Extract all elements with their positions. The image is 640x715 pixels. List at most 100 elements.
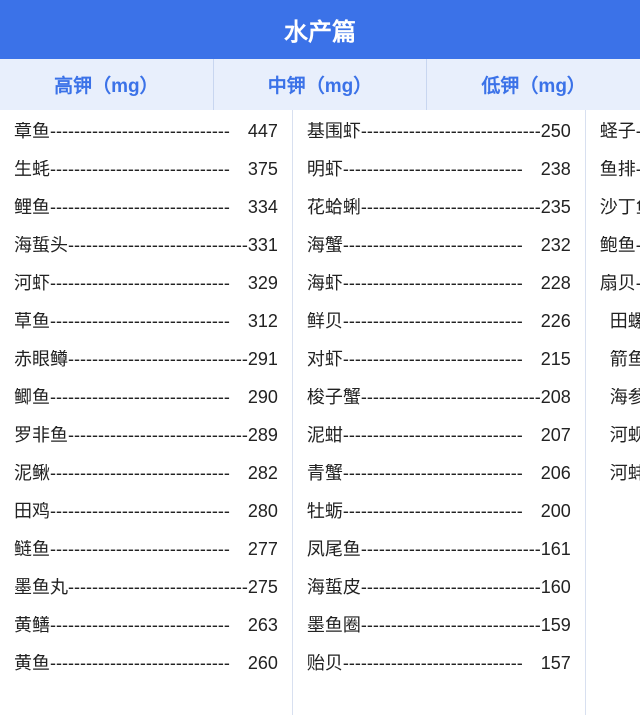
- table-body: 章鱼------------------------------447生蚝---…: [0, 110, 640, 715]
- item-value: 329: [248, 274, 278, 292]
- item-name: 基围虾: [307, 122, 361, 140]
- item-value: 447: [248, 122, 278, 140]
- list-item: 墨鱼丸------------------------------275: [14, 578, 278, 596]
- item-value: 282: [248, 464, 278, 482]
- column-mid: 基围虾------------------------------250明虾--…: [293, 110, 586, 715]
- leader-dashes: ------------------------------: [361, 122, 541, 140]
- list-item: 河蚬------------------------------25: [600, 426, 640, 444]
- item-value: 160: [541, 578, 571, 596]
- page-title: 水产篇: [0, 0, 640, 59]
- leader-dashes: ------------------------------: [68, 350, 248, 368]
- list-item: 泥鳅------------------------------282: [14, 464, 278, 482]
- item-name: 沙丁鱼: [600, 198, 640, 216]
- list-item: 扇贝------------------------------122: [600, 274, 640, 292]
- list-item: 明虾------------------------------238: [307, 160, 571, 178]
- item-value: 275: [248, 578, 278, 596]
- list-item: 黄鳝------------------------------263: [14, 616, 278, 634]
- list-item: 鲤鱼------------------------------334: [14, 198, 278, 216]
- item-name: 海参: [600, 388, 640, 406]
- item-name: 花蛤蜊: [307, 198, 361, 216]
- leader-dashes: ------------------------------: [50, 122, 248, 140]
- item-value: 208: [541, 388, 571, 406]
- item-name: 鲤鱼: [14, 198, 50, 216]
- item-value: 290: [248, 388, 278, 406]
- item-name: 海蜇头: [14, 236, 68, 254]
- leader-dashes: ------------------------------: [361, 616, 541, 634]
- item-value: 263: [248, 616, 278, 634]
- list-item: 海参------------------------------43: [600, 388, 640, 406]
- leader-dashes: ------------------------------: [50, 388, 248, 406]
- table-header-row: 高钾（mg） 中钾（mg） 低钾（mg）: [0, 59, 640, 110]
- leader-dashes: ------------------------------: [636, 160, 640, 178]
- leader-dashes: ------------------------------: [68, 578, 248, 596]
- item-name: 海蜇皮: [307, 578, 361, 596]
- item-value: 289: [248, 426, 278, 444]
- list-item: 生蚝------------------------------375: [14, 160, 278, 178]
- item-name: 赤眼鳟: [14, 350, 68, 368]
- item-name: 章鱼: [14, 122, 50, 140]
- item-value: 157: [541, 654, 571, 672]
- item-value: 277: [248, 540, 278, 558]
- list-item: 鲍鱼------------------------------136: [600, 236, 640, 254]
- leader-dashes: ------------------------------: [343, 274, 541, 292]
- list-item: 河虾------------------------------329: [14, 274, 278, 292]
- item-name: 箭鱼: [600, 350, 640, 368]
- item-name: 生蚝: [14, 160, 50, 178]
- list-item: 鲫鱼------------------------------290: [14, 388, 278, 406]
- leader-dashes: ------------------------------: [636, 122, 640, 140]
- item-name: 鲜贝: [307, 312, 343, 330]
- item-name: 梭子蟹: [307, 388, 361, 406]
- item-name: 河蚬: [600, 426, 640, 444]
- list-item: 草鱼------------------------------312: [14, 312, 278, 330]
- list-item: 基围虾------------------------------250: [307, 122, 571, 140]
- item-name: 泥蚶: [307, 426, 343, 444]
- item-name: 鲫鱼: [14, 388, 50, 406]
- item-value: 232: [541, 236, 571, 254]
- leader-dashes: ------------------------------: [343, 464, 541, 482]
- item-name: 蛏子: [600, 122, 636, 140]
- list-item: 梭子蟹------------------------------208: [307, 388, 571, 406]
- list-item: 黄鱼------------------------------260: [14, 654, 278, 672]
- list-item: 凤尾鱼------------------------------161: [307, 540, 571, 558]
- list-item: 海蜇头------------------------------331: [14, 236, 278, 254]
- item-name: 贻贝: [307, 654, 343, 672]
- item-name: 鱼排: [600, 160, 636, 178]
- list-item: 海虾------------------------------228: [307, 274, 571, 292]
- list-item: 赤眼鳟------------------------------291: [14, 350, 278, 368]
- list-item: 鲢鱼------------------------------277: [14, 540, 278, 558]
- leader-dashes: ------------------------------: [50, 198, 248, 216]
- item-name: 墨鱼圈: [307, 616, 361, 634]
- item-value: 312: [248, 312, 278, 330]
- list-item: 河蚌------------------------------17: [600, 464, 640, 482]
- item-value: 250: [541, 122, 571, 140]
- item-value: 200: [541, 502, 571, 520]
- leader-dashes: ------------------------------: [361, 578, 541, 596]
- leader-dashes: ------------------------------: [343, 160, 541, 178]
- list-item: 花蛤蜊------------------------------235: [307, 198, 571, 216]
- item-name: 田鸡: [14, 502, 50, 520]
- list-item: 贻贝------------------------------157: [307, 654, 571, 672]
- leader-dashes: ------------------------------: [343, 236, 541, 254]
- item-name: 黄鳝: [14, 616, 50, 634]
- list-item: 沙丁鱼------------------------------136: [600, 198, 640, 216]
- leader-dashes: ------------------------------: [50, 540, 248, 558]
- list-item: 鱼排------------------------------136: [600, 160, 640, 178]
- item-value: 238: [541, 160, 571, 178]
- item-name: 河虾: [14, 274, 50, 292]
- item-name: 明虾: [307, 160, 343, 178]
- list-item: 海蟹------------------------------232: [307, 236, 571, 254]
- leader-dashes: ------------------------------: [68, 236, 248, 254]
- item-name: 罗非鱼: [14, 426, 68, 444]
- item-value: 226: [541, 312, 571, 330]
- item-value: 334: [248, 198, 278, 216]
- item-name: 凤尾鱼: [307, 540, 361, 558]
- item-value: 235: [541, 198, 571, 216]
- item-name: 对虾: [307, 350, 343, 368]
- leader-dashes: ------------------------------: [343, 312, 541, 330]
- list-item: 泥蚶------------------------------207: [307, 426, 571, 444]
- list-item: 田鸡------------------------------280: [14, 502, 278, 520]
- item-name: 鲍鱼: [600, 236, 636, 254]
- list-item: 对虾------------------------------215: [307, 350, 571, 368]
- list-item: 蛏子------------------------------140: [600, 122, 640, 140]
- item-value: 207: [541, 426, 571, 444]
